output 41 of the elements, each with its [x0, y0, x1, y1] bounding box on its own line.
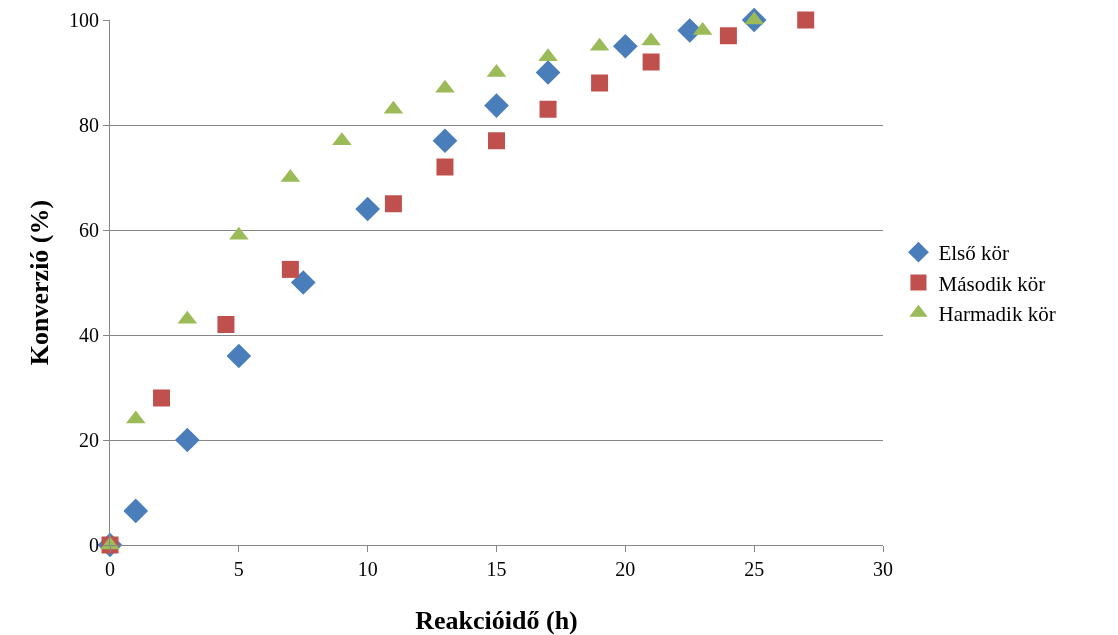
point	[612, 33, 638, 59]
x-axis-title: Reakcióidő (h)	[415, 606, 578, 635]
point	[355, 196, 381, 222]
y-tick-label: 80	[79, 114, 99, 136]
point	[123, 498, 149, 524]
y-tick-label: 100	[69, 9, 99, 31]
point	[484, 93, 509, 118]
y-tick-label: 20	[79, 429, 99, 451]
y-axis-title: Konverzió (%)	[25, 199, 54, 366]
point	[535, 60, 561, 85]
point	[591, 74, 609, 92]
point	[153, 389, 171, 407]
x-tick-label: 30	[873, 558, 893, 580]
x-tick-label: 25	[744, 558, 765, 580]
x-tick-label: 5	[233, 558, 244, 580]
point	[174, 427, 200, 453]
point	[797, 11, 815, 29]
point	[229, 226, 249, 240]
y-tick-label: 60	[79, 219, 99, 241]
y-tick-label: 40	[79, 324, 99, 346]
point	[290, 270, 316, 295]
point	[436, 158, 454, 176]
point	[719, 27, 737, 45]
x-tick-label: 10	[357, 558, 378, 580]
point	[488, 132, 505, 150]
point	[539, 100, 557, 118]
legend-label: Második kör	[938, 271, 1046, 296]
x-tick-label: 15	[486, 558, 507, 580]
point	[641, 32, 661, 46]
point	[435, 79, 455, 93]
point	[432, 128, 458, 154]
point	[642, 53, 660, 71]
y-tick-label: 0	[89, 534, 99, 556]
point	[226, 343, 252, 369]
point	[217, 316, 235, 333]
point	[281, 260, 299, 278]
x-tick-label: 0	[105, 558, 115, 580]
point	[384, 195, 402, 213]
legend-label: Első kör	[938, 241, 1010, 266]
legend-label: Harmadik kör	[938, 301, 1056, 326]
x-tick-label: 20	[615, 558, 636, 580]
